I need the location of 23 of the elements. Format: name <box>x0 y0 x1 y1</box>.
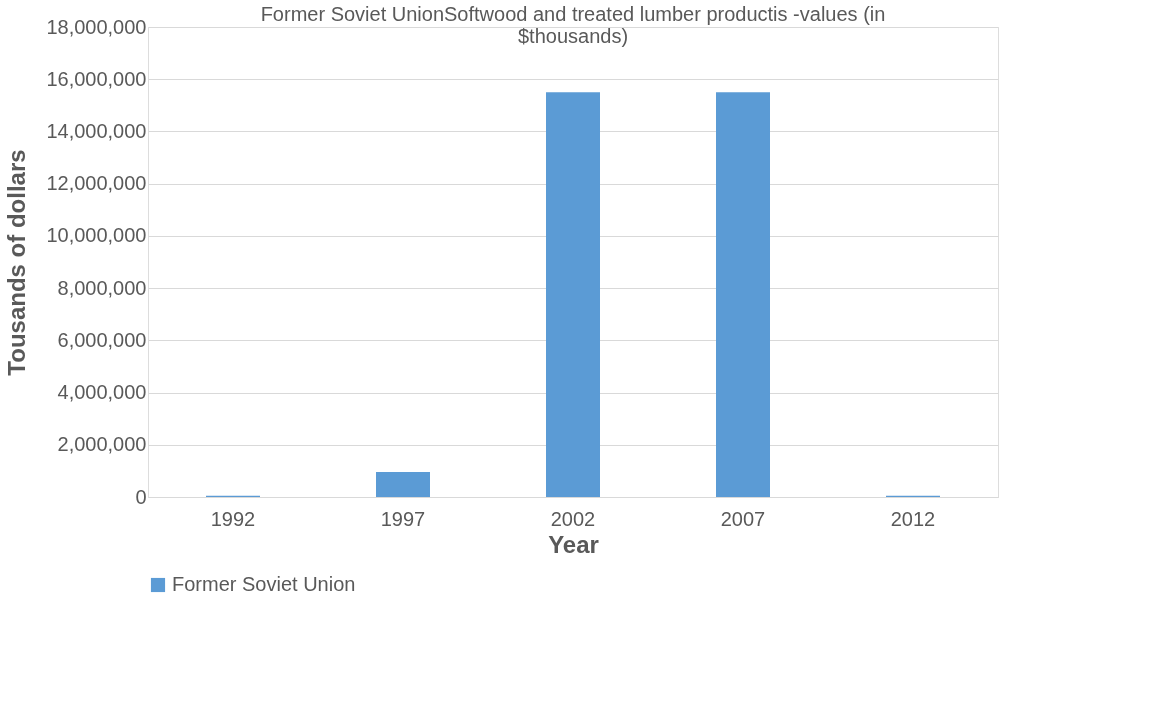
y-tick-label: 4,000,000 <box>57 381 147 404</box>
y-tick-label: 16,000,000 <box>46 67 147 90</box>
bar <box>716 92 770 497</box>
bar <box>546 92 600 497</box>
y-tick-label: 2,000,000 <box>57 433 147 456</box>
legend-label: Former Soviet Union <box>172 573 356 595</box>
x-tick-label: 1997 <box>380 507 426 530</box>
x-tick-label: 2002 <box>550 507 596 530</box>
y-tick-label: 8,000,000 <box>57 276 147 299</box>
x-tick-label: 2007 <box>720 507 766 530</box>
y-tick-label: 18,000,000 <box>46 15 147 38</box>
y-tick-label: 6,000,000 <box>57 328 147 351</box>
y-tick-label: 10,000,000 <box>46 224 147 247</box>
y-tick-label: 0 <box>135 485 147 508</box>
y-axis-title: Tousands of dollars <box>3 149 31 376</box>
y-tick-label: 14,000,000 <box>46 119 147 142</box>
text: $thousands) <box>517 25 629 47</box>
x-axis-title: Year <box>548 530 599 558</box>
x-tick-label: 1992 <box>210 507 256 530</box>
y-tick-label: 12,000,000 <box>46 172 147 195</box>
text: Former Soviet UnionSoftwood and treated lumber productis -values (in <box>260 3 886 25</box>
bar <box>376 471 430 497</box>
x-tick-label: 2012 <box>890 507 936 530</box>
